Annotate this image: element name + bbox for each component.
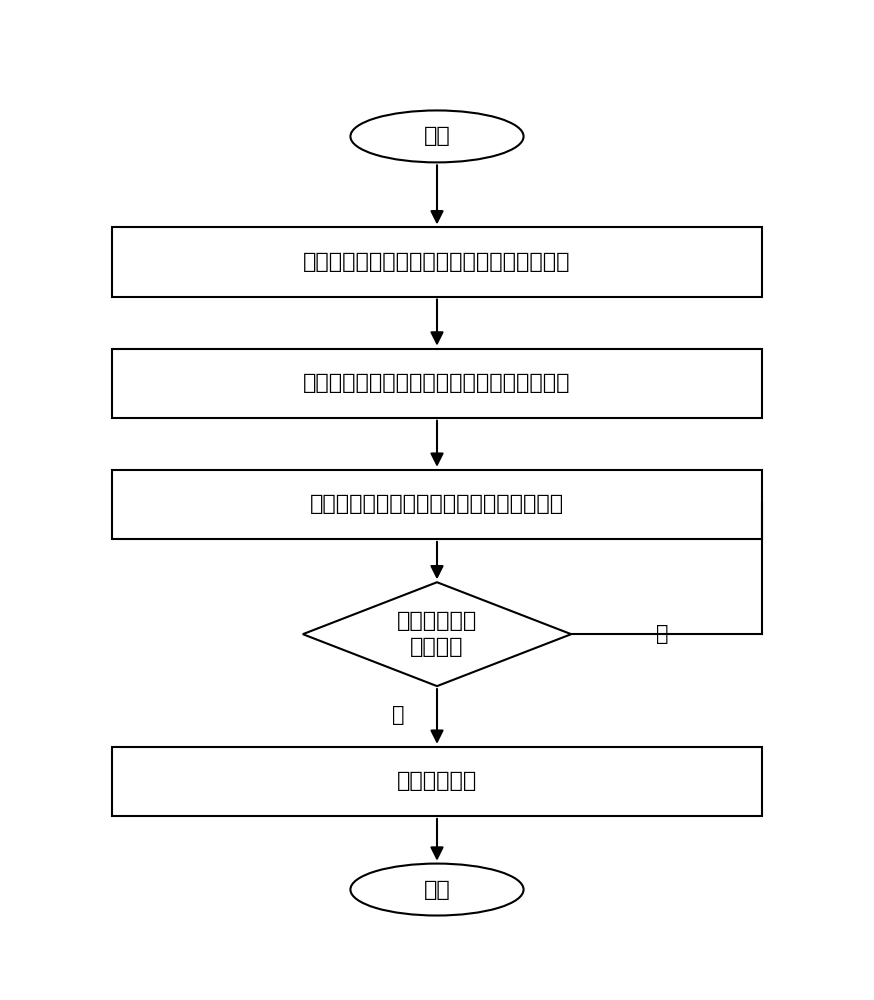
Text: 是: 是 [656, 624, 669, 644]
Bar [113, 470, 761, 539]
Text: 结束: 结束 [424, 880, 450, 900]
Ellipse shape [350, 864, 524, 916]
Bar [113, 227, 761, 297]
Bar [113, 349, 761, 418]
Polygon shape [302, 582, 572, 686]
Text: 连通点集是否
需要更新: 连通点集是否 需要更新 [397, 611, 477, 657]
Text: 建立连通点集，从副井开始遍历每一个巷道弧: 建立连通点集，从副井开始遍历每一个巷道弧 [303, 373, 571, 393]
Text: 否: 否 [392, 705, 405, 725]
Ellipse shape [350, 110, 524, 162]
Text: 按照最大通信距离、最少节点更新连通点集: 按照最大通信距离、最少节点更新连通点集 [310, 494, 564, 514]
Bar [113, 747, 761, 816]
Text: 输出连通点集: 输出连通点集 [397, 771, 477, 791]
Text: 开始: 开始 [424, 126, 450, 146]
Text: 输入巷道二维结构图及其点集、边集合其权值: 输入巷道二维结构图及其点集、边集合其权值 [303, 252, 571, 272]
